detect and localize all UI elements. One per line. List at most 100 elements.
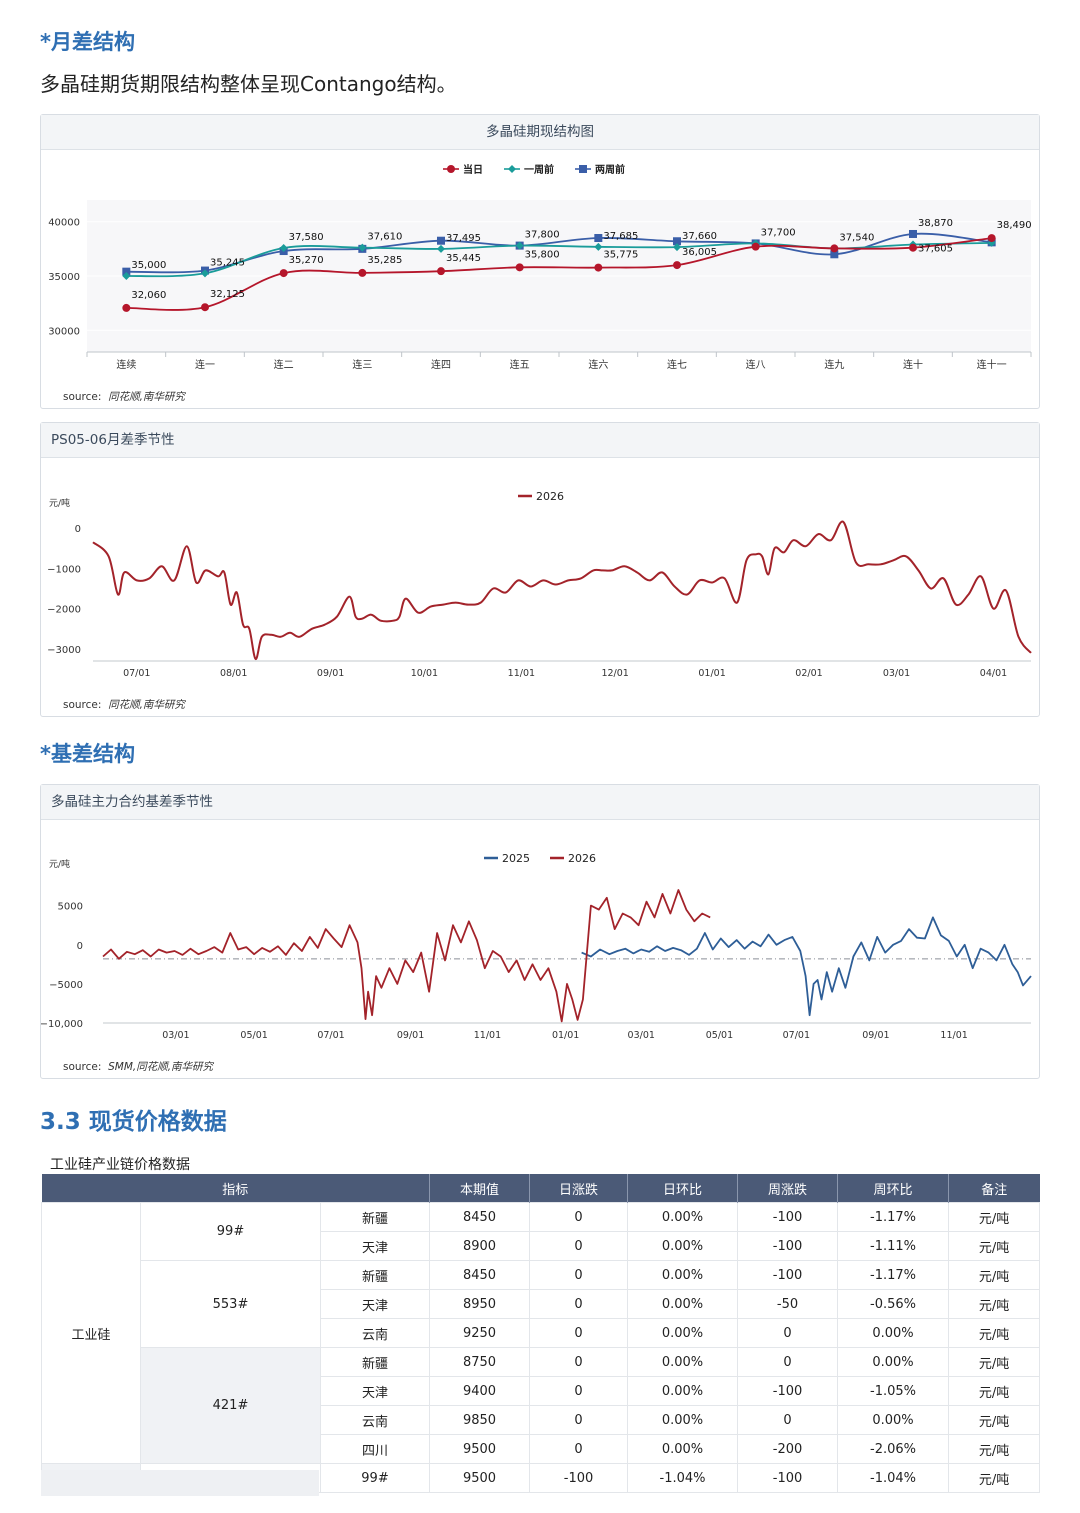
legend-label: 2025 (502, 852, 530, 865)
value-cell: 8950 (429, 1289, 531, 1319)
data-point (122, 272, 131, 280)
data-label: 37,700 (761, 227, 796, 238)
data-point (201, 269, 209, 278)
value-cell: 9850 (429, 1405, 531, 1435)
value-cell: 9400 (429, 1376, 531, 1406)
data-label: 38,490 (997, 220, 1032, 231)
term-structure-panel: 多晶硅期现结构图 30000 35000 40000 连续 连一 连二 连三 连四 连五 连六 连七… (40, 114, 1040, 409)
daily-change-cell: 0 (529, 1202, 629, 1232)
x-tick-label: 01/01 (698, 668, 725, 679)
series-line-2026 (92, 520, 1032, 661)
x-tick-label: 连续 (116, 358, 136, 371)
data-point (673, 237, 681, 246)
unit-cell: 元/吨 (948, 1289, 1041, 1319)
x-tick-label: 07/01 (783, 1030, 810, 1041)
data-label: 37,605 (918, 244, 953, 255)
data-point (358, 268, 367, 277)
unit-cell: 元/吨 (948, 1260, 1041, 1290)
data-label: 37,495 (446, 233, 481, 244)
weekly-change-cell: -100 (737, 1202, 839, 1232)
x-tick-label: 02/01 (795, 668, 822, 679)
x-tick-label: 11/01 (474, 1030, 501, 1041)
section-title-basis: *基差结构 (40, 742, 135, 766)
daily-change-cell: 0 (529, 1405, 629, 1435)
basis-seasonal-title: 多晶硅主力合约基差季节性 (41, 785, 1039, 820)
region-cell: 天津 (319, 1376, 431, 1406)
series-line-two-weeks-ago (126, 232, 992, 274)
daily-pct-cell: -1.04% (627, 1463, 739, 1493)
data-point (437, 267, 445, 276)
table-row: 工业硅 99# 新疆 8450 0 0.00% -100 -1.17% 元/吨 (41, 1202, 1041, 1464)
daily-pct-cell: 0.00% (627, 1376, 739, 1406)
data-label: 35,245 (210, 257, 245, 268)
data-point (358, 243, 367, 252)
y-tick-label: 30000 (48, 326, 80, 337)
value-cell: 9250 (429, 1318, 531, 1348)
daily-pct-cell: 0.00% (627, 1289, 739, 1319)
weekly-change-cell: 0 (737, 1318, 839, 1348)
data-point (594, 234, 603, 242)
weekly-change-cell: -100 (737, 1231, 839, 1261)
x-tick-label: 连九 (824, 358, 844, 371)
section-title-month-spread: *月差结构 (40, 30, 135, 54)
daily-change-cell: 0 (529, 1289, 629, 1319)
daily-pct-cell: 0.00% (627, 1405, 739, 1435)
grade-cell: 421# (140, 1347, 321, 1464)
x-tick-label: 连六 (588, 358, 608, 371)
daily-pct-cell: 0.00% (627, 1347, 739, 1377)
unit-cell: 元/吨 (948, 1202, 1041, 1232)
y-tick-label: −10,000 (41, 1019, 83, 1030)
x-tick-label: 11/01 (940, 1030, 967, 1041)
x-tick-label: 03/01 (162, 1030, 189, 1041)
region-cell: 新疆 (319, 1260, 431, 1290)
table-footer-shade (41, 1470, 319, 1496)
series-line-today (126, 237, 992, 311)
weekly-pct-cell: -1.11% (837, 1231, 950, 1261)
data-label: 35,000 (131, 260, 166, 271)
data-point (594, 242, 603, 251)
region-cell: 云南 (319, 1405, 431, 1435)
data-point (122, 267, 131, 276)
x-tick-label: 连八 (746, 358, 766, 371)
daily-change-cell: 0 (529, 1318, 629, 1348)
section-title-spot-price: 3.3 现货价格数据 (40, 1109, 227, 1135)
weekly-change-cell: 0 (737, 1405, 839, 1435)
header-weekly-change: 周涨跌 (737, 1174, 839, 1203)
weekly-change-cell: -100 (737, 1260, 839, 1290)
data-point (122, 303, 131, 312)
daily-change-cell: 0 (529, 1376, 629, 1406)
legend-label: 当日 (463, 163, 483, 176)
y-axis-unit: 元/吨 (49, 858, 70, 870)
weekly-pct-cell: 0.00% (837, 1347, 950, 1377)
term-structure-chart: 30000 35000 40000 连续 连一 连二 连三 连四 连五 连六 连七 连八 连九 连十 连十一… (48, 163, 1032, 371)
data-label: 37,685 (603, 231, 638, 242)
table-row: 421# 新疆 8750 0 0.00% 0 0.00% 元/吨 (42, 1347, 1041, 1464)
daily-pct-cell: 0.00% (627, 1231, 739, 1261)
table-row: 四川 9500 0 0.00% -200 -2.06% 元/吨 (42, 1434, 1041, 1464)
spread-seasonal-source: source: 同花顺,南华研究 (63, 699, 185, 711)
data-label: 35,270 (289, 255, 324, 266)
header-daily-change: 日涨跌 (529, 1174, 629, 1203)
legend-marker (508, 165, 516, 173)
data-label: 36,005 (682, 247, 717, 258)
x-tick-label: 07/01 (123, 668, 150, 679)
region-cell: 四川 (319, 1434, 431, 1464)
x-tick-label: 09/01 (862, 1030, 889, 1041)
basis-seasonal-chart: 元/吨 5000 0 −5000 −10,000 03/01 05/01 07/01 09/01… (41, 852, 1032, 1041)
x-tick-label: 05/01 (706, 1030, 733, 1041)
data-label: 35,285 (367, 255, 402, 266)
data-label: 37,580 (289, 232, 324, 243)
y-tick-label: −5000 (49, 980, 83, 991)
data-point (437, 244, 445, 253)
daily-pct-cell: 0.00% (627, 1260, 739, 1290)
daily-pct-cell: 0.00% (627, 1318, 739, 1348)
region-cell: 云南 (319, 1318, 431, 1348)
data-label: 35,445 (446, 253, 481, 264)
unit-cell: 元/吨 (948, 1347, 1041, 1377)
header-note: 备注 (948, 1174, 1040, 1203)
grade-cell: 553# (140, 1260, 321, 1348)
data-label: 32,125 (210, 289, 245, 300)
region-cell: 天津 (319, 1231, 431, 1261)
value-cell: 8450 (429, 1260, 531, 1290)
legend-label: 2026 (536, 490, 564, 503)
